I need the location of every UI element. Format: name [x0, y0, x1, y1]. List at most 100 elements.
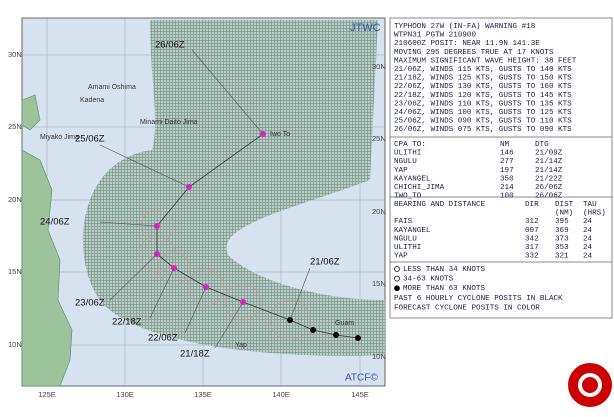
- lat-tick-label: 20N: [8, 195, 22, 204]
- lat-tick-label: 20N: [372, 207, 386, 216]
- cpa-cell: 21/22Z: [535, 175, 563, 183]
- bearing-cell: YAP: [394, 253, 408, 261]
- cpa-cell: 26/06Z: [535, 184, 563, 192]
- legend-line: MORE THAN 63 KNOTS: [403, 285, 485, 293]
- lat-tick-label: 15N: [372, 279, 386, 288]
- bearing-header: DIR: [525, 201, 539, 209]
- lon-tick-label: 145E: [351, 390, 369, 399]
- forecast-label: 26/06Z: [155, 40, 185, 51]
- forecast-label: 25/06Z: [75, 134, 105, 145]
- place-label: Minami Daito Jima: [140, 119, 198, 126]
- panel-line: 21/18Z, WINDS 125 KTS, GUSTS TO 150 KTS: [394, 75, 572, 83]
- bearing-header: TAU: [583, 201, 597, 209]
- forecast-label: 23/06Z: [75, 298, 105, 309]
- lon-tick-label: 140E: [272, 390, 290, 399]
- cpa-cell: YAP: [394, 167, 408, 175]
- place-label: Iwo To: [270, 131, 290, 138]
- lat-tick-label: 25N: [8, 122, 22, 131]
- panel-line: WTPN31 PGTW 210900: [394, 32, 476, 40]
- bearing-cell: 395: [555, 218, 569, 226]
- legend-line: 34-63 KNOTS: [403, 276, 454, 284]
- legend-symbol: [394, 275, 400, 282]
- forecast-label: 24/06Z: [40, 217, 70, 228]
- bearing-header: DIST: [555, 201, 574, 209]
- bearing-header: BEARING AND DISTANCE: [394, 201, 486, 209]
- cpa-header: NM: [500, 141, 510, 149]
- panel-line: 21/06Z, WINDS 115 KTS, GUSTS TO 140 KTS: [394, 66, 572, 74]
- place-label: Kadena: [80, 97, 104, 104]
- place-label: Yap: [235, 342, 247, 349]
- bearing-unit: (HRS): [583, 210, 606, 218]
- lat-tick-label: 30N: [372, 62, 386, 71]
- bearing-cell: FAIS: [394, 218, 413, 226]
- forecast-label: 22/18Z: [112, 317, 142, 328]
- cpa-cell: 146: [500, 150, 514, 158]
- cpa-cell: 277: [500, 158, 514, 166]
- forecast-label: 22/06Z: [148, 333, 178, 344]
- bearing-cell: 24: [583, 218, 593, 226]
- cpa-cell: 21/14Z: [535, 158, 563, 166]
- legend-line: FORECAST CYCLONE POSITS IN COLOR: [394, 304, 540, 312]
- bearing-cell: 353: [555, 244, 569, 252]
- bearing-cell: 373: [555, 235, 569, 243]
- panel-line: TYPHOON 27W (IN-FA) WARNING #18: [394, 23, 536, 31]
- legend-line: LESS THAN 34 KNOTS: [403, 266, 485, 274]
- lon-tick-label: 130E: [116, 390, 134, 399]
- cpa-cell: 21/09Z: [535, 150, 563, 158]
- panel-line: 210600Z POSIT: NEAR 11.9N 141.3E: [394, 40, 540, 48]
- bearing-cell: 007: [525, 227, 539, 235]
- bearing-cell: 24: [583, 244, 593, 252]
- bearing-cell: 342: [525, 235, 539, 243]
- cpa-header: DTG: [535, 141, 549, 149]
- cpa-cell: NGULU: [394, 158, 417, 166]
- bearing-cell: 24: [583, 253, 593, 261]
- cpa-cell: 100: [500, 193, 514, 201]
- panel-line: MAXIMUM SIGNIFICANT WAVE HEIGHT: 38 FEET: [394, 57, 577, 65]
- bearing-cell: 24: [583, 235, 593, 243]
- lat-tick-label: 25N: [372, 134, 386, 143]
- map-footer: ATCF©: [345, 373, 378, 384]
- label-leaders: [99, 49, 311, 349]
- legend-symbol: [394, 266, 400, 272]
- bearing-cell: 321: [555, 253, 569, 261]
- past-points: [287, 317, 361, 341]
- bearing-cell: NGULU: [394, 235, 417, 243]
- panel-line: 23/06Z, WINDS 110 KTS, GUSTS TO 135 KTS: [394, 100, 572, 108]
- cpa-cell: 350: [500, 175, 514, 183]
- bearing-unit: (NM): [555, 210, 573, 218]
- land-taiwan: [21, 94, 41, 131]
- place-label: Miyako Jima: [40, 134, 79, 141]
- logo: [568, 363, 612, 407]
- cpa-cell: KAYANGEL: [394, 175, 431, 183]
- map-title: JTWC: [350, 22, 381, 34]
- lat-tick-label: 15N: [8, 267, 22, 276]
- panel-line: 25/06Z, WINDS 090 KTS, GUSTS TO 110 KTS: [394, 118, 572, 126]
- lat-tick-label: 30N: [8, 50, 22, 59]
- cpa-header: CPA TO:: [394, 141, 426, 149]
- info-panel: [389, 17, 613, 319]
- panel-line: 24/06Z, WINDS 100 KTS, GUSTS TO 125 KTS: [394, 109, 572, 117]
- cpa-cell: CHICHI_JIMA: [394, 184, 445, 192]
- cpa-cell: 21/14Z: [535, 167, 563, 175]
- legend-symbol: [394, 285, 400, 292]
- forecast-label: 21/06Z: [310, 257, 340, 268]
- lat-tick-label: 10N: [8, 340, 22, 349]
- lat-tick-label: 10N: [372, 352, 386, 361]
- cpa-cell: 26/06Z: [535, 193, 563, 201]
- forecast-label: 21/18Z: [180, 349, 210, 360]
- bearing-cell: 24: [583, 227, 593, 235]
- bearing-cell: 369: [555, 227, 569, 235]
- place-label: Amami Oshima: [88, 84, 136, 91]
- legend-line: PAST 6 HOURLY CYCLONE POSITS IN BLACK: [394, 295, 563, 303]
- bearing-cell: KAYANGEL: [394, 227, 431, 235]
- cpa-cell: 197: [500, 167, 514, 175]
- bearing-cell: 312: [525, 218, 539, 226]
- bearing-cell: ULITHI: [394, 244, 421, 252]
- cpa-cell: IWO_TO: [394, 193, 422, 201]
- panel-dividers: [390, 136, 612, 263]
- lon-tick-label: 135E: [194, 390, 212, 399]
- panel-line: MOVING 295 DEGREES TRUE AT 17 KNOTS: [394, 49, 554, 57]
- bearing-cell: 317: [525, 244, 539, 252]
